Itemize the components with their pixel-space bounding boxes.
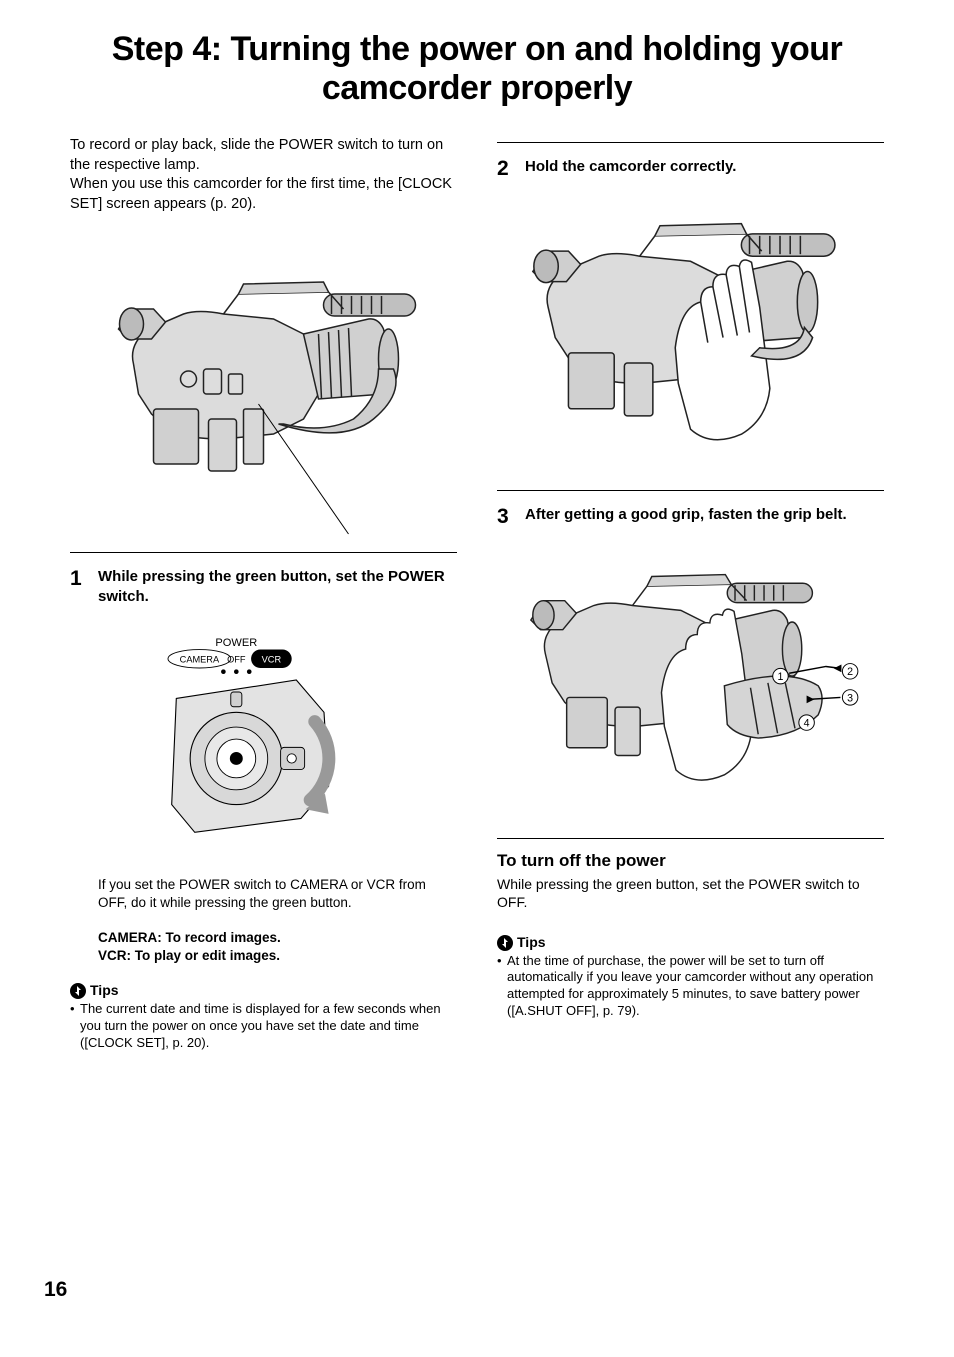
tips-heading-left: Tips [70, 982, 457, 999]
svg-text:POWER: POWER [215, 637, 257, 649]
grip-belt-illustration: 1 2 3 4 [497, 533, 884, 828]
divider [497, 142, 884, 143]
divider [497, 838, 884, 839]
svg-text:OFF: OFF [227, 655, 246, 665]
svg-text:CAMERA: CAMERA [179, 655, 219, 665]
camcorder-holding-illustration [497, 185, 884, 480]
step-1-title: While pressing the green button, set the… [98, 567, 457, 606]
step-number: 3 [497, 505, 521, 529]
tips-heading-right: Tips [497, 934, 884, 951]
step-3: 3 After getting a good grip, fasten the … [497, 505, 884, 529]
step-2: 2 Hold the camcorder correctly. [497, 157, 884, 181]
step1-vcr-line: VCR: To play or edit images. [98, 948, 280, 963]
svg-text:2: 2 [847, 666, 853, 678]
power-switch-illustration: POWER CAMERA OFF VCR [70, 610, 457, 870]
tips-list-left: The current date and time is displayed f… [70, 1001, 457, 1052]
svg-text:VCR: VCR [261, 655, 281, 665]
step1-text-intro: If you set the POWER switch to CAMERA or… [98, 877, 426, 910]
left-column: To record or play back, slide the POWER … [70, 136, 457, 1052]
step-1: 1 While pressing the green button, set t… [70, 567, 457, 606]
tips-label: Tips [90, 982, 119, 998]
tips-list-right: At the time of purchase, the power will … [497, 953, 884, 1021]
power-off-heading: To turn off the power [497, 851, 884, 871]
tip-icon [70, 983, 86, 999]
divider [497, 490, 884, 491]
two-column-layout: To record or play back, slide the POWER … [70, 136, 884, 1052]
page-number: 16 [44, 1278, 67, 1302]
camcorder-illustration-1 [70, 224, 457, 544]
step1-camera-line: CAMERA: To record images. [98, 930, 281, 945]
svg-text:4: 4 [804, 718, 810, 730]
page-title: Step 4: Turning the power on and holding… [70, 30, 884, 108]
step-1-body: If you set the POWER switch to CAMERA or… [70, 876, 457, 964]
step-3-title: After getting a good grip, fasten the gr… [525, 505, 884, 525]
svg-text:1: 1 [778, 671, 784, 683]
power-off-body: While pressing the green button, set the… [497, 875, 884, 911]
step-number: 1 [70, 567, 94, 591]
right-column: 2 Hold the camcorder correctly. [497, 136, 884, 1052]
svg-text:3: 3 [847, 692, 853, 704]
intro-text: To record or play back, slide the POWER … [70, 136, 457, 214]
step-number: 2 [497, 157, 521, 181]
divider [70, 552, 457, 553]
tips-label: Tips [517, 934, 546, 950]
tip-icon [497, 935, 513, 951]
step-2-title: Hold the camcorder correctly. [525, 157, 884, 177]
